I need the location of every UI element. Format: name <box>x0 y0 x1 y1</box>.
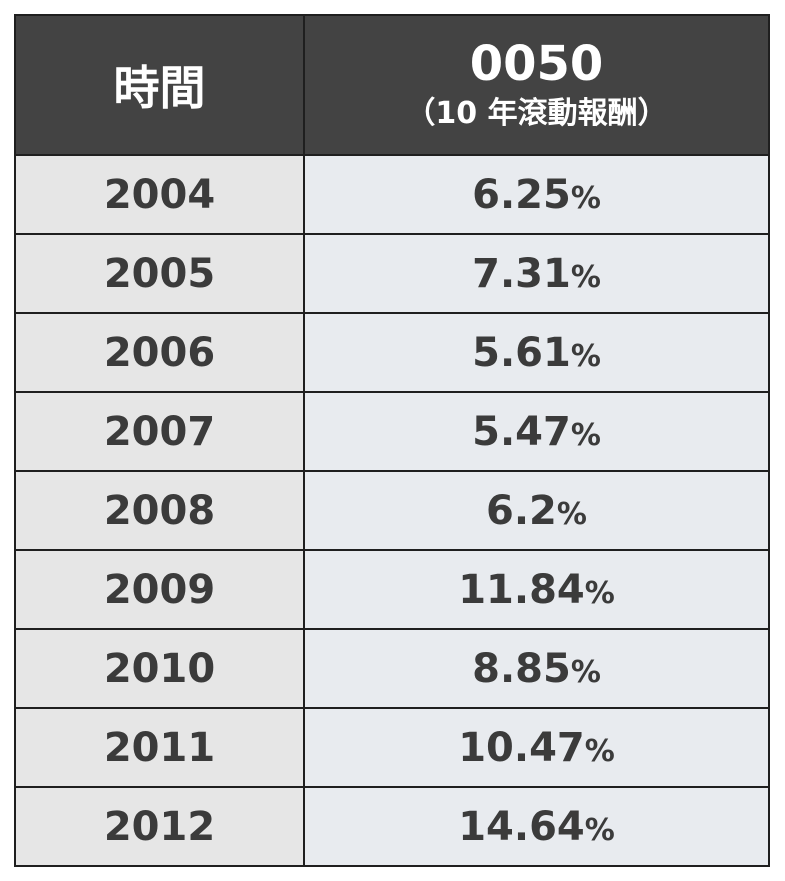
table-body: 2004 6.25% 2005 7.31% 2006 5.61% 2007 5.47% 2008… <box>14 154 770 867</box>
table-row: 2006 5.61% <box>14 312 770 393</box>
year-cell: 2007 <box>14 391 305 472</box>
year-cell: 2010 <box>14 628 305 709</box>
year-cell: 2011 <box>14 707 305 788</box>
return-cell: 6.2% <box>303 470 770 551</box>
header-cell: 時間 <box>14 14 305 156</box>
year-cell: 2012 <box>14 786 305 867</box>
return-cell: 11.84% <box>303 549 770 630</box>
return-cell: 14.64% <box>303 786 770 867</box>
year-cell: 2004 <box>14 154 305 235</box>
return-cell: 8.85% <box>303 628 770 709</box>
header-subtitle: （10 年滾動報酬） <box>405 96 668 131</box>
return-cell: 5.61% <box>303 312 770 393</box>
year-cell: 2009 <box>14 549 305 630</box>
returns-table: 時間 0050 （10 年滾動報酬） 2004 6.25% 2005 7.31% 200… <box>14 14 770 867</box>
table-row: 2004 6.25% <box>14 154 770 235</box>
year-cell: 2005 <box>14 233 305 314</box>
year-cell: 2006 <box>14 312 305 393</box>
year-cell: 2008 <box>14 470 305 551</box>
table-row: 2010 8.85% <box>14 628 770 709</box>
header-title: 0050 <box>469 36 604 92</box>
return-cell: 6.25% <box>303 154 770 235</box>
table-row: 2011 10.47% <box>14 707 770 788</box>
return-cell: 5.47% <box>303 391 770 472</box>
table-row: 2007 5.47% <box>14 391 770 472</box>
table-row: 2005 7.31% <box>14 233 770 314</box>
table-row: 2008 6.2% <box>14 470 770 551</box>
header-row: 時間 0050 （10 年滾動報酬） <box>14 14 770 156</box>
return-cell: 7.31% <box>303 233 770 314</box>
table-row: 2009 11.84% <box>14 549 770 630</box>
table-row: 2012 14.64% <box>14 786 770 867</box>
return-cell: 10.47% <box>303 707 770 788</box>
header-cell: 0050 （10 年滾動報酬） <box>303 14 770 156</box>
